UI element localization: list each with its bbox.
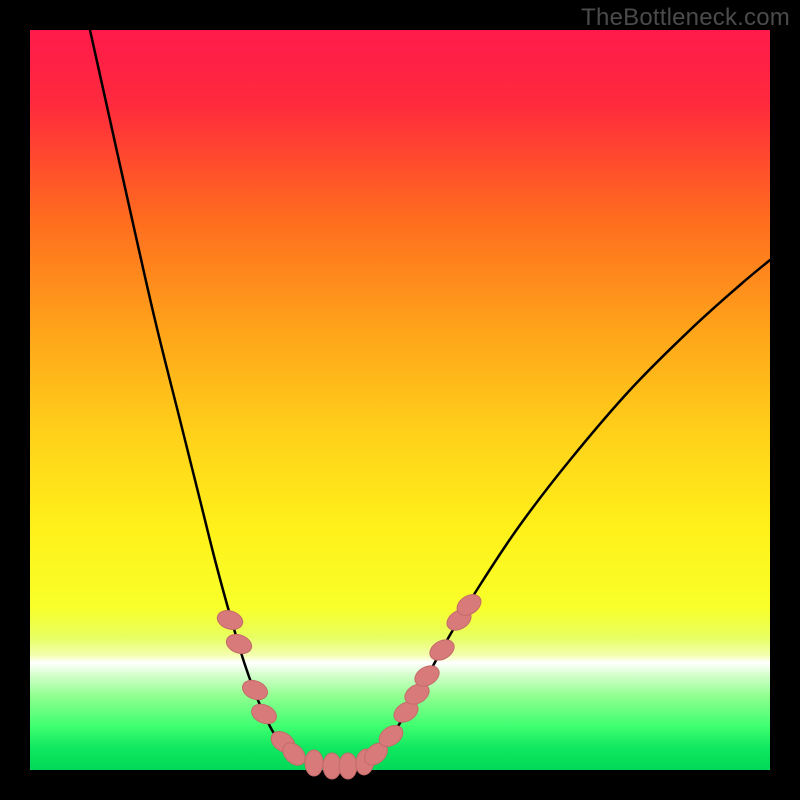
marker-point: [240, 677, 271, 703]
v-curve: [90, 30, 770, 767]
marker-point: [426, 636, 458, 665]
marker-point: [323, 753, 341, 779]
watermark-text: TheBottleneck.com: [581, 4, 790, 32]
marker-group: [215, 590, 485, 779]
marker-point: [224, 631, 255, 657]
plot-area: [30, 30, 770, 770]
curve-layer: [30, 30, 770, 770]
marker-point: [305, 750, 323, 776]
marker-point: [215, 607, 245, 632]
marker-point: [339, 753, 357, 779]
marker-point: [248, 700, 279, 727]
chart-frame: TheBottleneck.com: [0, 0, 800, 800]
